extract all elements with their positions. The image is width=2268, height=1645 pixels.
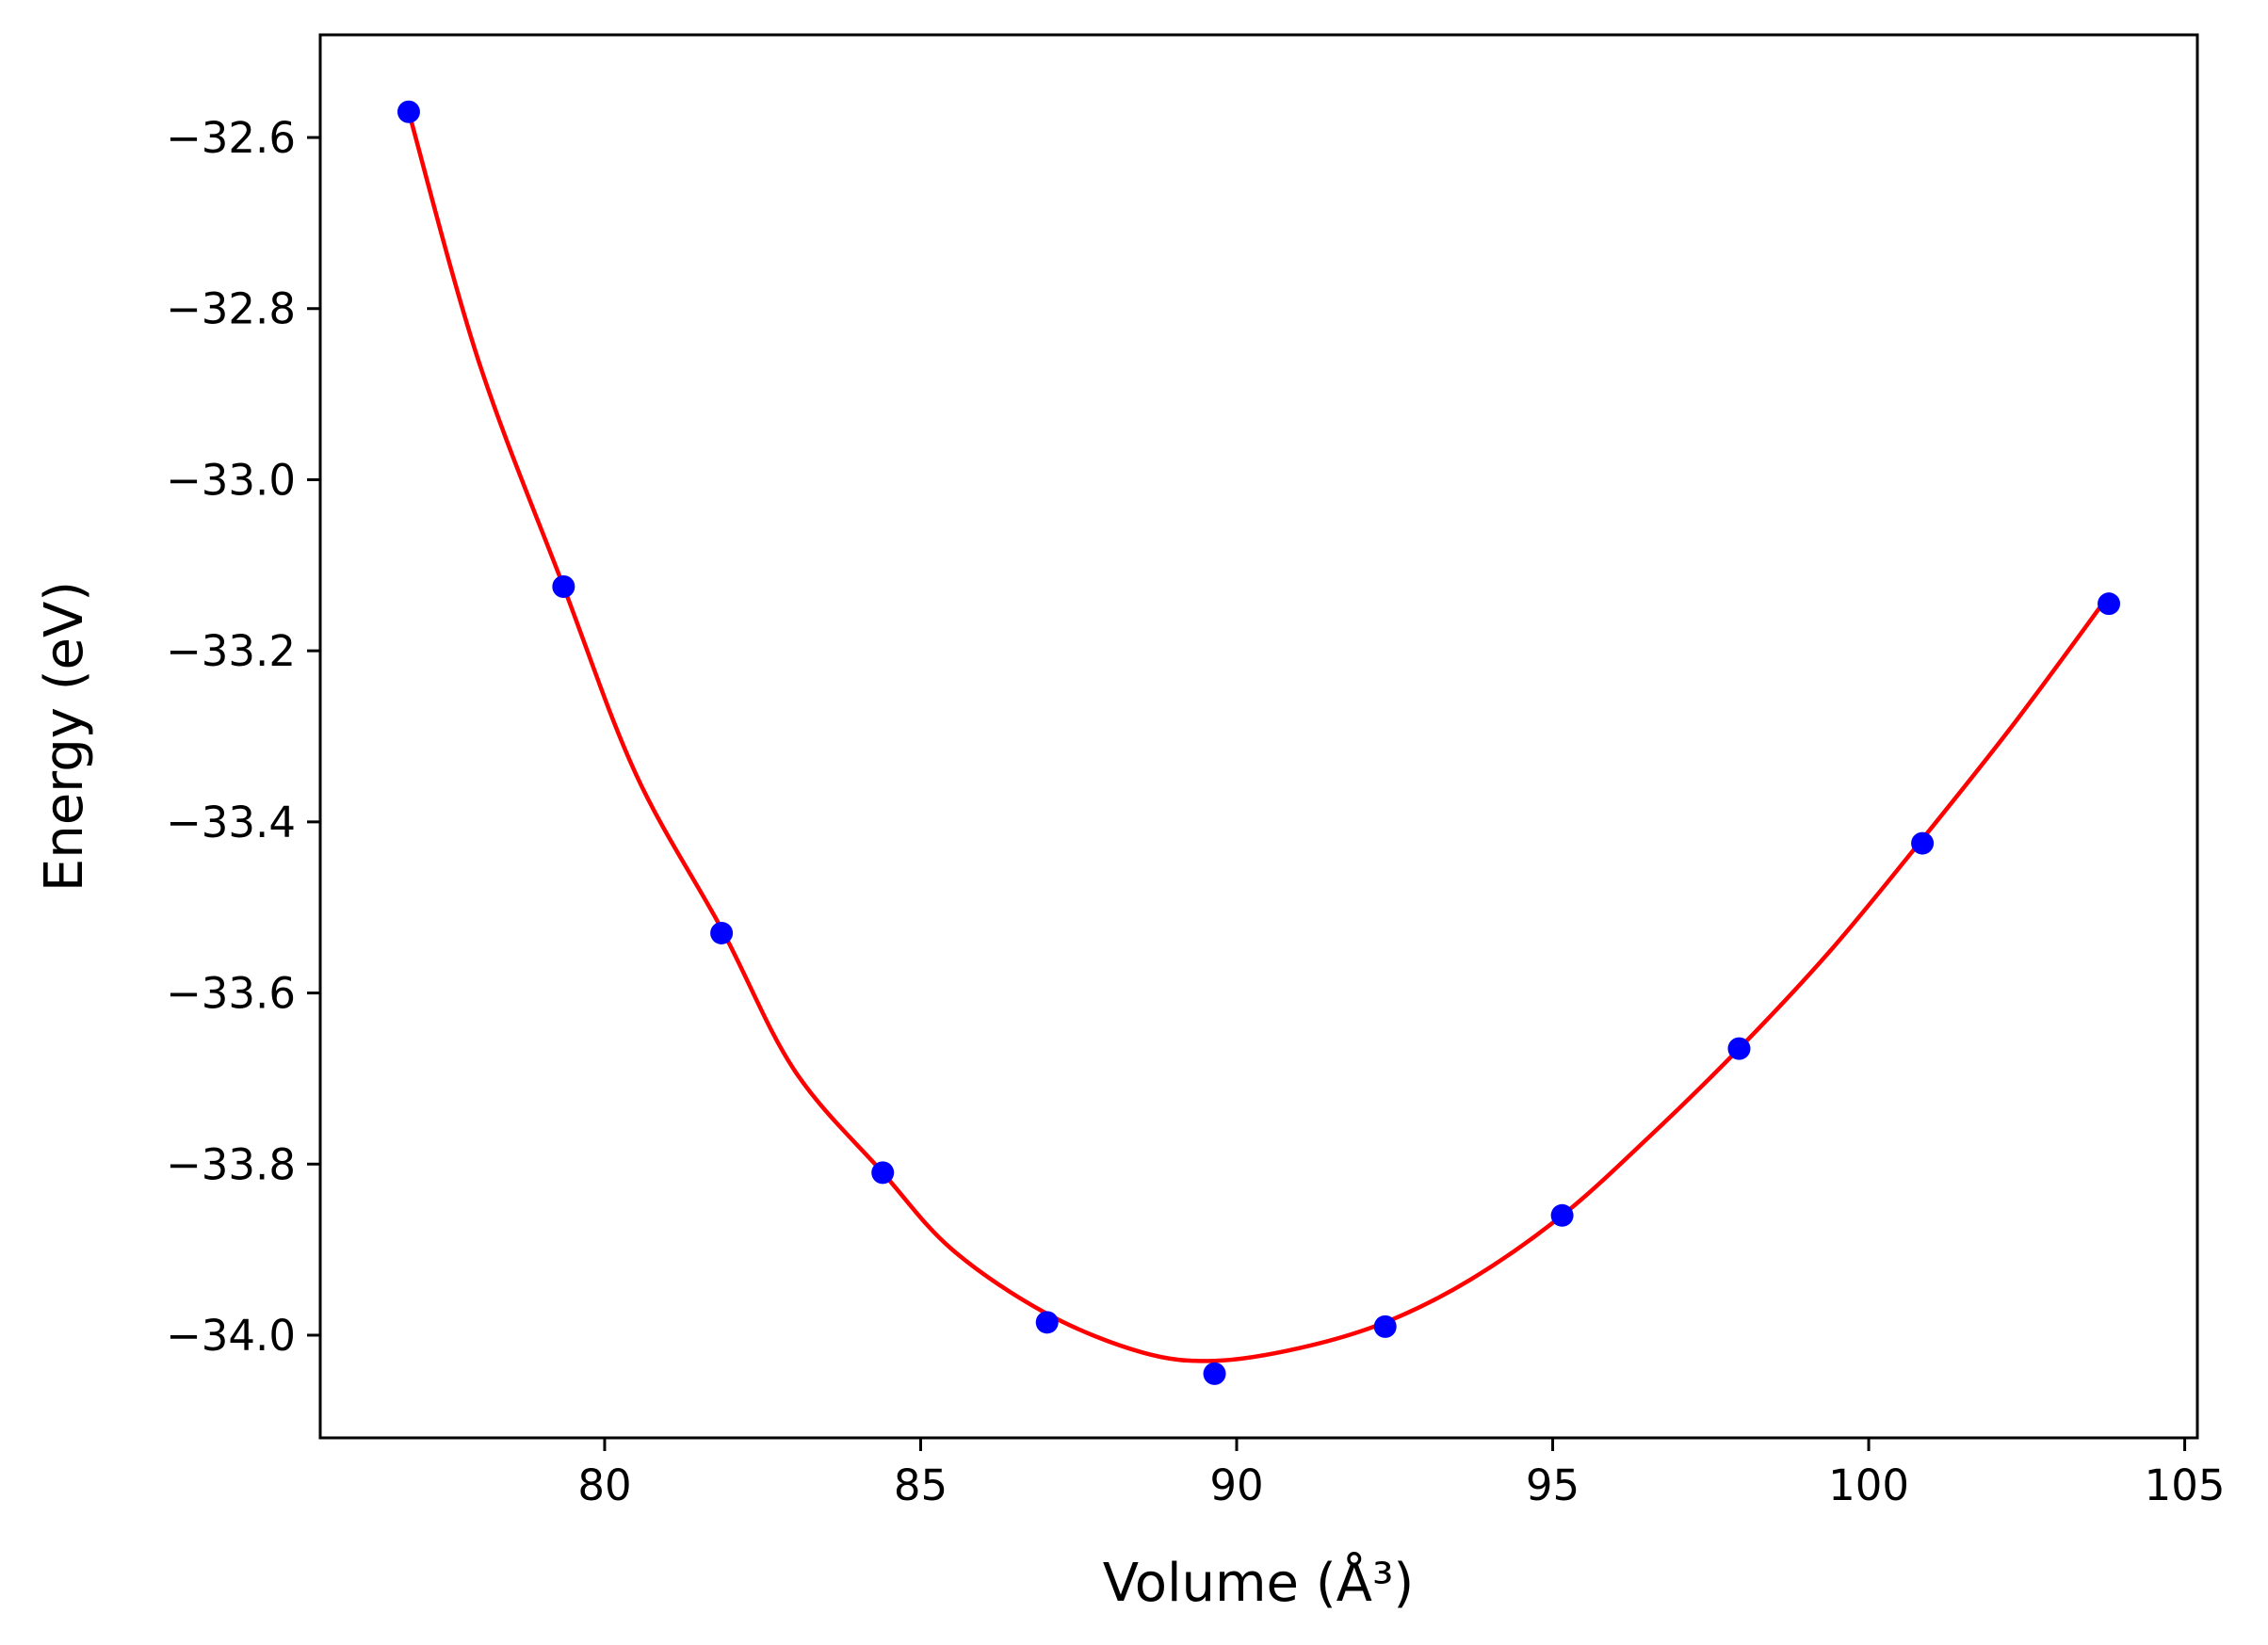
x-tick-label: 100 — [1828, 1460, 1909, 1510]
x-tick-label: 85 — [894, 1460, 948, 1510]
data-point — [871, 1161, 895, 1185]
y-axis-ticks: −32.6 −32.8 −33.0 −33.2 −33.4 −33.6 −33.8 −34.0 — [166, 113, 320, 1361]
data-point — [1035, 1311, 1059, 1334]
x-tick-label: 95 — [1526, 1460, 1580, 1510]
fit-curve-line — [406, 111, 2111, 1363]
y-axis-label: Energy (eV) — [34, 581, 95, 892]
x-tick-label: 90 — [1209, 1460, 1263, 1510]
y-tick-label: −33.8 — [166, 1139, 296, 1189]
data-point — [552, 575, 575, 599]
x-tick-label: 105 — [2145, 1460, 2226, 1510]
y-tick-label: −33.0 — [166, 455, 296, 505]
data-points-layer — [397, 100, 2121, 1385]
data-point — [710, 921, 734, 944]
data-point — [2098, 592, 2121, 616]
data-point — [1373, 1314, 1397, 1338]
y-tick-label: −33.6 — [166, 969, 296, 1019]
data-point — [1727, 1037, 1751, 1060]
x-axis-ticks: 80 85 90 95 100 105 — [577, 1438, 2226, 1510]
y-tick-label: −32.8 — [166, 284, 296, 334]
y-tick-label: −33.2 — [166, 626, 296, 676]
data-point — [1911, 831, 1935, 855]
x-axis-label: Volume (Å³) — [1103, 1552, 1415, 1614]
data-point — [1203, 1362, 1226, 1385]
y-tick-label: −34.0 — [166, 1311, 296, 1361]
y-tick-label: −32.6 — [166, 113, 296, 163]
data-point — [1550, 1203, 1574, 1227]
fit-curve-layer — [406, 111, 2111, 1363]
x-tick-label: 80 — [577, 1460, 631, 1510]
plot-frame — [318, 33, 2199, 1440]
data-point — [397, 100, 420, 123]
y-tick-label: −33.4 — [166, 798, 296, 847]
